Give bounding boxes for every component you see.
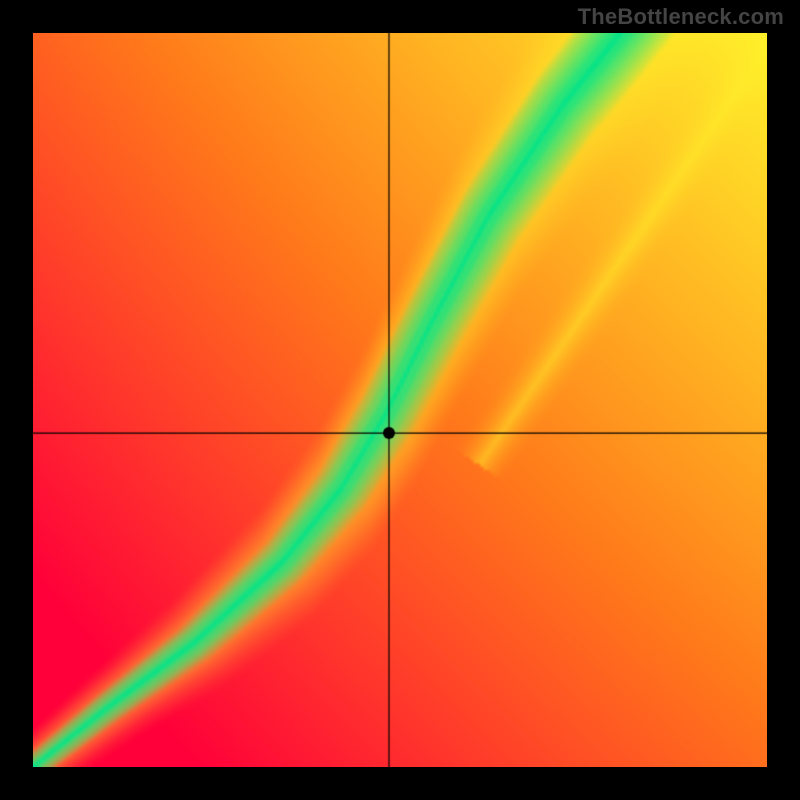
watermark-text: TheBottleneck.com <box>578 4 784 30</box>
chart-container: TheBottleneck.com <box>0 0 800 800</box>
heatmap-plot <box>33 33 767 767</box>
